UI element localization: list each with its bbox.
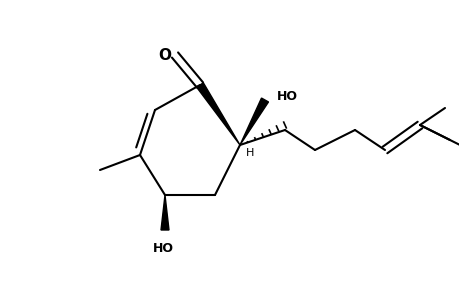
- Polygon shape: [161, 195, 168, 230]
- Text: H: H: [246, 148, 254, 158]
- Text: O: O: [158, 47, 171, 62]
- Text: HO: HO: [152, 242, 173, 255]
- Text: HO: HO: [276, 89, 297, 103]
- Polygon shape: [196, 83, 240, 145]
- Polygon shape: [240, 98, 268, 145]
